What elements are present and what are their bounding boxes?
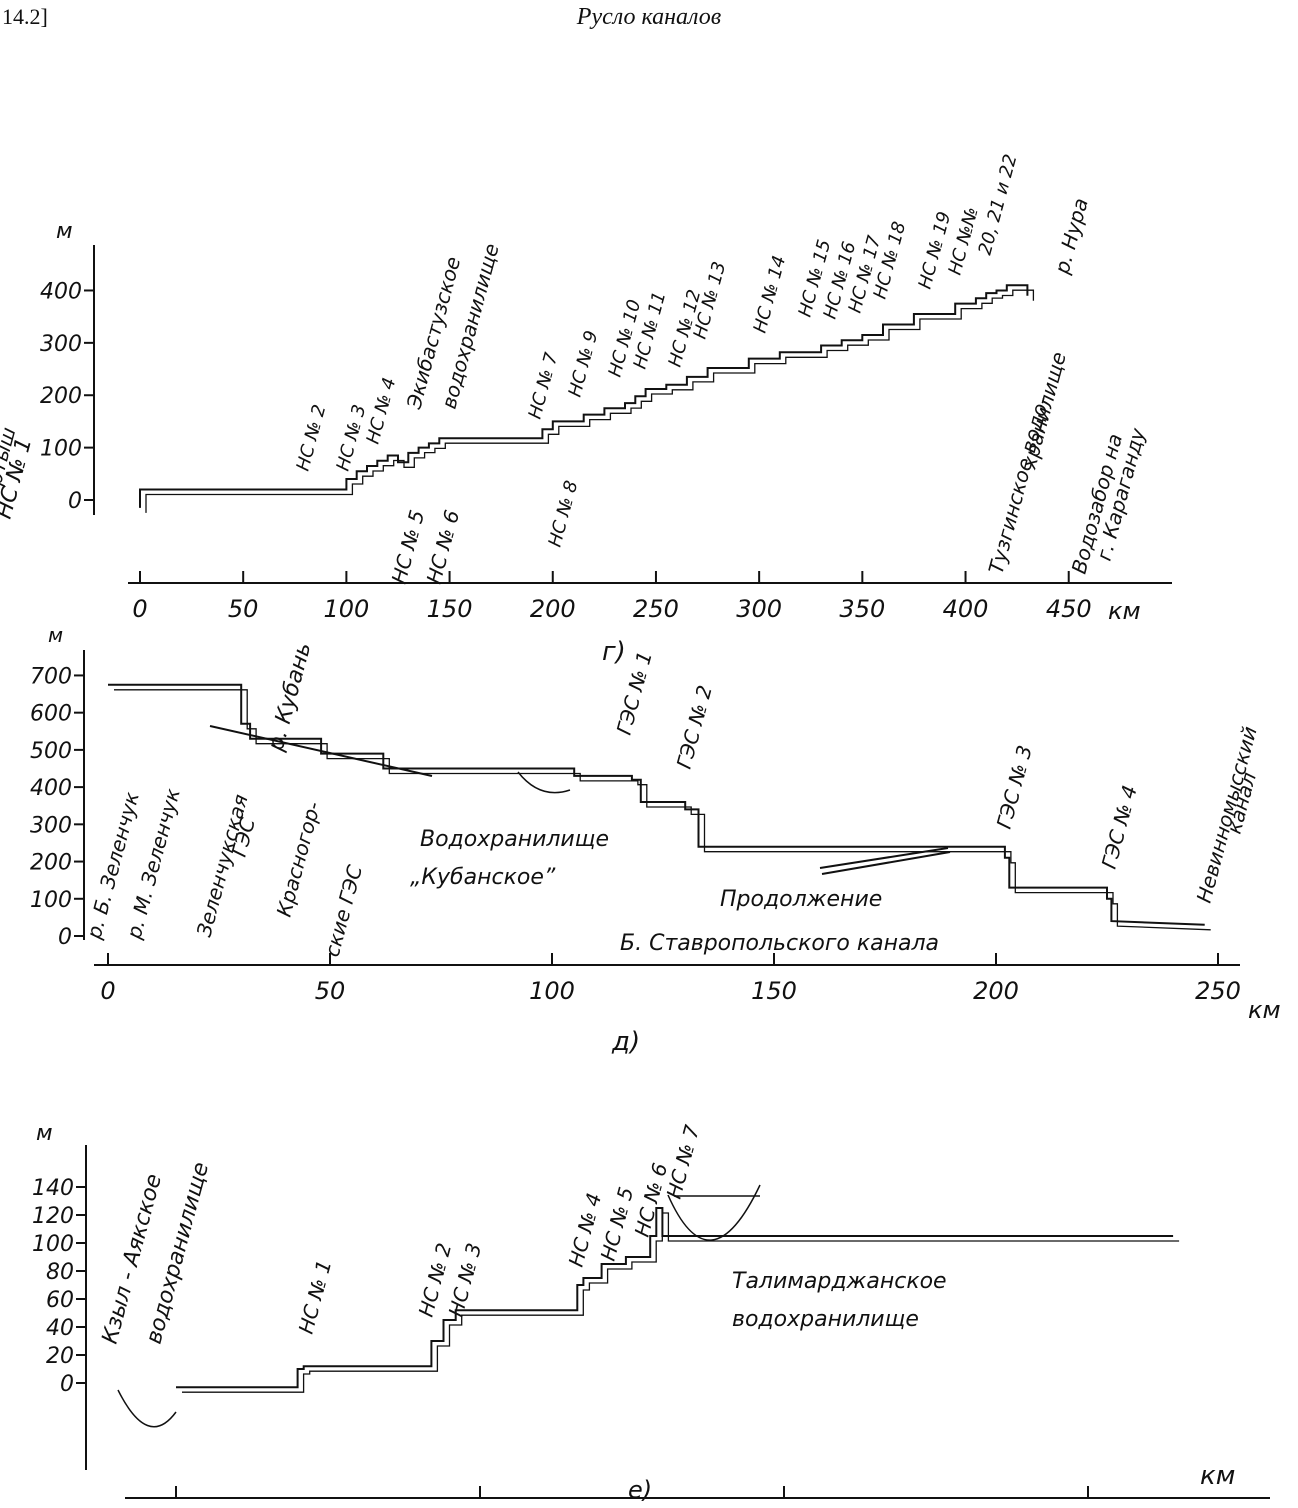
x-tick-label: 200 [973, 977, 1019, 1005]
panel-label-e: е) [628, 1476, 652, 1504]
annotation-label: 20, 21 и 22 [975, 152, 1022, 257]
annotation-label: Талимарджанское [732, 1269, 947, 1294]
kuban-river-line [209, 725, 433, 777]
annotation-label: хранилище [1016, 349, 1070, 472]
canal-profile-g-inner [145, 289, 1035, 513]
page-header: 14.2] Русло каналов [0, 0, 1298, 40]
annotation-label: Продолжение [720, 887, 882, 912]
annotation-label: Водохранилище [420, 827, 609, 852]
annotation-label: водохранилище [732, 1307, 919, 1332]
y-tick-label: 60 [46, 1288, 74, 1313]
x-tick-label: 0 [132, 595, 147, 623]
chart-panel-g: 0 100 200 300 400 0 50 100 150 200 250 300 350 400 450… [0, 152, 1172, 667]
y-tick-label: 500 [30, 739, 72, 764]
y-tick-label: 0 [68, 489, 82, 514]
panel-label-d: д) [611, 1027, 640, 1057]
annotation-label: НС № 6 [630, 1160, 673, 1239]
running-head: Русло каналов [576, 4, 722, 30]
talimardjan-reservoir-bowl [667, 1184, 761, 1241]
y-tick-label: 100 [40, 437, 82, 462]
y-tick-label: 300 [30, 813, 72, 838]
y-tick-label: 300 [40, 332, 82, 357]
y-tick-label: 200 [40, 384, 82, 409]
annotation-label: Красногор- [272, 799, 326, 919]
x-tick-label: 50 [315, 977, 346, 1005]
x-tick-label: 100 [529, 977, 575, 1005]
y-tick-label: 100 [30, 888, 72, 913]
annotation-label: „Кубанское” [410, 865, 556, 890]
x-tick-label: 250 [1195, 977, 1241, 1005]
y-tick-label: 80 [46, 1260, 74, 1285]
y-tick-label: 20 [46, 1344, 74, 1369]
y-unit-label-e: м [36, 1121, 53, 1146]
annotation-label: ГЭС № 2 [672, 683, 717, 772]
x-tick-label: 250 [633, 595, 679, 623]
x-tick-label: 300 [736, 595, 782, 623]
x-tick-label: 0 [100, 977, 115, 1005]
y-tick-label: 140 [32, 1176, 74, 1201]
x-tick-label: 50 [228, 595, 259, 623]
annotation-label: НС № 7 [525, 350, 563, 421]
y-tick-label: 700 [30, 664, 72, 689]
x-tick-label: 400 [943, 595, 989, 623]
y-tick-label: 400 [40, 279, 82, 304]
canal-profile-e-inner [182, 1212, 1180, 1393]
annotation-label: р. Нура [1049, 195, 1092, 277]
panel-label-g: г) [602, 637, 626, 667]
annotation-label: ГЭС № 4 [1097, 783, 1142, 872]
x-unit-label-d: км [1248, 996, 1281, 1024]
x-unit-label-e: км [1200, 1461, 1235, 1491]
section-number: 14.2] [2, 4, 48, 29]
annotation-label: НС № 2 [293, 402, 331, 473]
annotation-label: НС № 19 [915, 209, 956, 291]
x-tick-label: 200 [530, 595, 576, 623]
x-tick-label: 450 [1046, 595, 1092, 623]
kzyl-ayak-reservoir-bowl [117, 1389, 177, 1428]
x-tick-label: 150 [751, 977, 797, 1005]
x-tick-label: 100 [323, 595, 369, 623]
y-tick-label: 40 [46, 1316, 74, 1341]
stavropol-branch-line-2 [821, 851, 951, 875]
y-tick-label: 0 [58, 925, 72, 950]
annotation-label: ГЭС № 3 [992, 743, 1037, 832]
y-unit-label-g: м [56, 219, 73, 244]
y-tick-label: 600 [30, 702, 72, 727]
x-tick-label: 350 [839, 595, 885, 623]
x-tick-label: 150 [427, 595, 473, 623]
annotation-label: НС № 14 [750, 253, 791, 335]
annotation-label: НС № 9 [565, 328, 603, 399]
annotation-label: Б. Ставропольского канала [620, 931, 939, 956]
y-tick-label: 0 [60, 1372, 74, 1397]
annotation-label: НС № 6 [422, 507, 465, 586]
y-unit-label-d: м [48, 623, 63, 647]
canal-profile-d [108, 683, 1205, 926]
annotation-label: Зеленчукская [192, 792, 253, 940]
y-tick-label: 400 [30, 776, 72, 801]
canal-profile-e [176, 1207, 1174, 1389]
annotation-label: НС № 1 [294, 1257, 337, 1336]
stavropol-branch-line-1 [819, 847, 949, 869]
y-tick-label: 200 [30, 851, 72, 876]
x-unit-label-g: км [1108, 597, 1141, 625]
annotation-label: р. Кубань [263, 640, 316, 755]
kuban-reservoir-bowl [517, 771, 571, 794]
canal-profile-g [139, 284, 1029, 508]
y-tick-label: 120 [32, 1204, 74, 1229]
annotation-label: НС № 8 [545, 478, 583, 549]
chart-panel-e: 020406080100120140050100150 м км е) Кзыл… [32, 1121, 1270, 1504]
y-tick-label: 100 [32, 1232, 74, 1257]
annotation-label: НС № 7 [662, 1122, 705, 1201]
annotation-label: ские ГЭС [320, 862, 367, 959]
